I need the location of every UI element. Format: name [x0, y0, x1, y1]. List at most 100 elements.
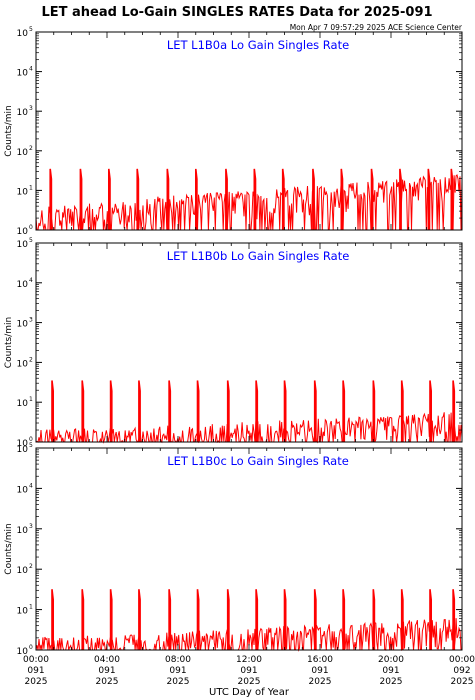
spike-1-8	[253, 168, 257, 230]
x-tick-doy: 091	[311, 666, 328, 676]
spike-3-1	[51, 589, 54, 650]
chart-main-title: LET ahead Lo-Gain SINGLES RATES Data for…	[41, 5, 432, 20]
panel-title-3: LET L1B0c Lo Gain Singles Rate	[167, 454, 349, 468]
y-tick-label: 10	[17, 240, 29, 250]
x-tick-year: 2025	[96, 677, 119, 687]
y-tick-exponent: 5	[29, 442, 33, 449]
spike-3-3	[109, 589, 113, 650]
spike-2-5	[168, 380, 172, 442]
spike-1-10	[312, 168, 315, 230]
x-tick-year: 2025	[451, 677, 474, 687]
spike-3-8	[255, 589, 259, 650]
y-tick-label: 10	[17, 69, 29, 79]
x-tick-doy: 091	[169, 666, 186, 676]
spike-2-11	[342, 380, 346, 442]
y-tick-label: 10	[17, 29, 29, 39]
y-axis-label-2: Counts/min	[4, 317, 14, 368]
spike-1-9	[281, 168, 285, 230]
panel-frame-3	[35, 447, 463, 651]
spike-2-7	[226, 380, 230, 442]
y-tick-exponent: 1	[29, 184, 33, 191]
spike-2-12	[372, 380, 376, 442]
x-axis-label: UTC Day of Year	[209, 687, 290, 698]
x-tick-time: 08:00	[165, 655, 191, 665]
x-tick-doy: 091	[27, 666, 44, 676]
x-tick-doy: 091	[240, 666, 257, 676]
x-tick-year: 2025	[380, 677, 403, 687]
x-tick-year: 2025	[167, 677, 190, 687]
spike-3-14	[429, 589, 432, 650]
panel-frame-2	[35, 242, 463, 443]
y-tick-exponent: 4	[29, 66, 33, 73]
spike-2-9	[283, 380, 287, 442]
x-tick-time: 12:00	[236, 655, 262, 665]
y-tick-label: 10	[17, 485, 29, 495]
y-tick-label: 10	[17, 359, 29, 369]
y-axis-label-1: Counts/min	[4, 105, 14, 156]
spike-1-1	[49, 168, 53, 230]
spike-2-2	[81, 380, 85, 442]
spike-3-5	[168, 589, 172, 650]
spike-1-3	[108, 168, 111, 230]
y-tick-exponent: 2	[29, 563, 33, 570]
panel-title-2: LET L1B0b Lo Gain Singles Rate	[167, 249, 350, 263]
spike-3-11	[342, 589, 346, 650]
y-tick-label: 10	[17, 445, 29, 455]
y-tick-exponent: 0	[29, 224, 33, 231]
y-tick-exponent: 5	[29, 26, 33, 33]
x-tick-time: 00:00	[23, 655, 49, 665]
spike-3-10	[313, 589, 317, 650]
y-tick-label: 10	[17, 187, 29, 197]
y-tick-exponent: 1	[29, 396, 33, 403]
y-tick-exponent: 4	[29, 277, 33, 284]
spike-2-15	[452, 380, 456, 442]
x-tick-time: 00:00	[449, 655, 475, 665]
y-tick-label: 10	[17, 320, 29, 330]
x-tick-year: 2025	[238, 677, 261, 687]
chart-timestamp: Mon Apr 7 09:57:29 2025 ACE Science Cent…	[290, 23, 463, 32]
spike-1-4	[136, 168, 140, 230]
spike-2-14	[429, 380, 432, 442]
spike-3-13	[400, 589, 404, 650]
spike-2-4	[138, 380, 141, 442]
spike-3-15	[452, 589, 456, 650]
x-tick-doy: 091	[382, 666, 399, 676]
y-tick-exponent: 2	[29, 145, 33, 152]
spike-1-7	[225, 168, 228, 230]
x-tick-year: 2025	[25, 677, 48, 687]
y-tick-label: 10	[17, 108, 29, 118]
y-tick-exponent: 3	[29, 317, 33, 324]
x-tick-doy: 091	[98, 666, 115, 676]
x-tick-year: 2025	[309, 677, 332, 687]
y-tick-exponent: 3	[29, 523, 33, 530]
panel-title-1: LET L1B0a Lo Gain Singles Rate	[167, 38, 349, 52]
y-tick-label: 10	[17, 566, 29, 576]
spike-3-12	[372, 589, 376, 650]
x-tick-time: 16:00	[307, 655, 333, 665]
spike-2-6	[196, 380, 200, 442]
spike-1-6	[195, 168, 198, 230]
spike-1-13	[399, 168, 402, 230]
y-tick-label: 10	[17, 280, 29, 290]
y-tick-label: 10	[17, 607, 29, 617]
spike-3-4	[138, 589, 141, 650]
spike-1-11	[340, 168, 344, 230]
y-tick-exponent: 4	[29, 482, 33, 489]
y-tick-label: 10	[17, 439, 29, 449]
y-tick-exponent: 5	[29, 237, 33, 244]
y-axis-label-3: Counts/min	[4, 523, 14, 574]
x-tick-time: 04:00	[94, 655, 120, 665]
spike-2-10	[313, 380, 317, 442]
spike-3-9	[283, 589, 287, 650]
spike-1-5	[166, 168, 170, 230]
spike-2-13	[400, 380, 404, 442]
x-tick-time: 20:00	[378, 655, 404, 665]
y-tick-exponent: 0	[29, 644, 33, 651]
x-tick-doy: 092	[453, 666, 470, 676]
spike-3-7	[226, 589, 230, 650]
y-tick-label: 10	[17, 227, 29, 237]
